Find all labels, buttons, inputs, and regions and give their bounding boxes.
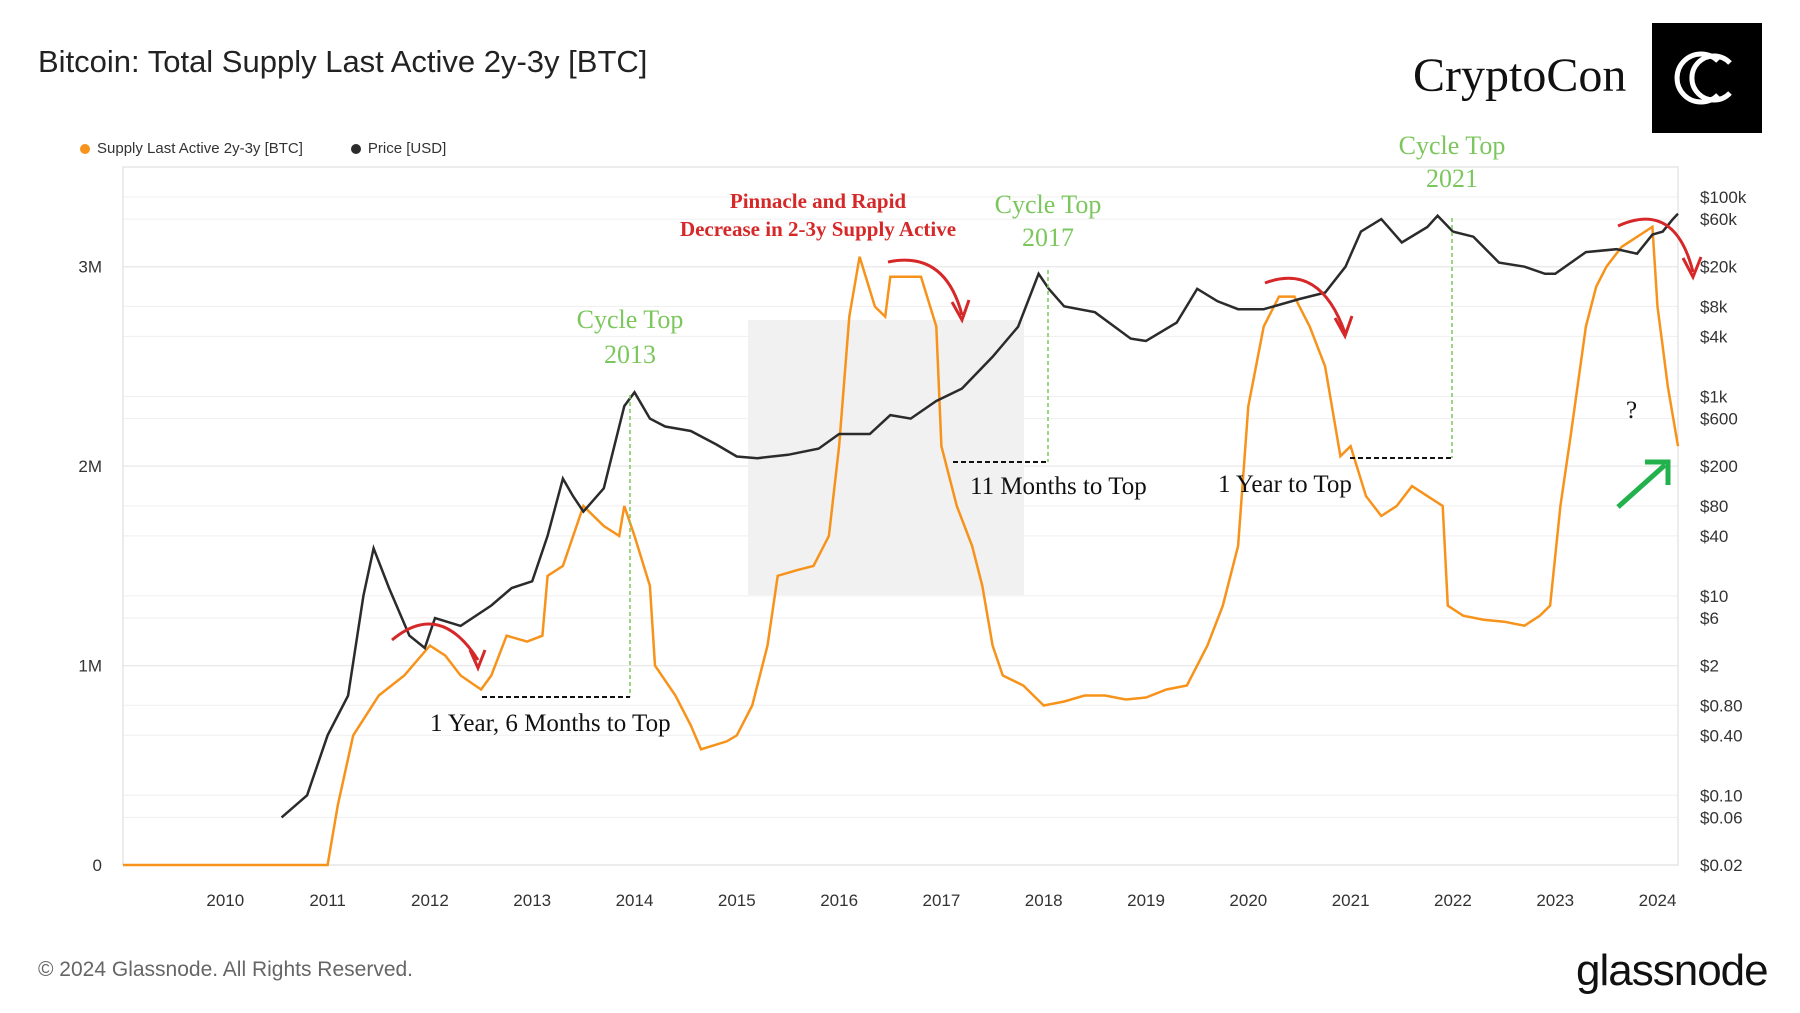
y-right-tick-label: $80	[1700, 497, 1728, 516]
annotation-year-2013: 2013	[604, 340, 656, 369]
x-tick-label: 2012	[411, 891, 449, 910]
x-tick-label: 2015	[718, 891, 756, 910]
glassnode-logo: glassnode	[1576, 946, 1769, 995]
arrow-head-icon	[1333, 315, 1354, 340]
legend-item-price[interactable]: Price [USD]	[350, 140, 447, 157]
y-right-tick-label: $1k	[1700, 387, 1728, 406]
x-tick-label: 2017	[923, 891, 961, 910]
x-tick-label: 2021	[1332, 891, 1370, 910]
y-left-tick-label: 0	[93, 856, 102, 875]
y-right-tick-label: $200	[1700, 457, 1738, 476]
y-right-tick-label: $10	[1700, 587, 1728, 606]
annotation-months-2017: 11 Months to Top	[970, 473, 1147, 500]
y-right-tick-label: $0.80	[1700, 696, 1743, 715]
legend-label-supply: Supply Last Active 2y-3y [BTC]	[97, 140, 303, 157]
curved-arrow-icon	[391, 622, 480, 661]
curved-arrow-icon	[887, 258, 964, 316]
y-right-tick-label: $40	[1700, 527, 1728, 546]
annotation-year-2017: 2017	[1022, 223, 1074, 252]
x-tick-label: 2020	[1229, 891, 1267, 910]
legend-dot-price	[350, 143, 361, 154]
y-left-tick-label: 2M	[78, 457, 102, 476]
cc-monogram-icon	[1652, 23, 1762, 133]
watermark-logo	[748, 320, 1024, 595]
chart-title: Bitcoin: Total Supply Last Active 2y-3y …	[38, 44, 648, 79]
y-right-tick-label: $20k	[1700, 258, 1737, 277]
y-right-tick-label: $4k	[1700, 327, 1728, 346]
annotation-months-2013: 1 Year, 6 Months to Top	[430, 710, 671, 737]
x-axis: 2010 2011 2012 2013 2014 2015 2016 2017 2018 2019…	[206, 891, 1676, 910]
curved-arrow-icon	[1264, 276, 1347, 334]
x-tick-label: 2022	[1434, 891, 1472, 910]
x-tick-label: 2016	[820, 891, 858, 910]
legend-item-supply[interactable]: Supply Last Active 2y-3y [BTC]	[80, 140, 303, 157]
red-arrows	[391, 217, 1703, 672]
y-left-tick-label: 1M	[78, 657, 102, 676]
y-right-tick-label: $60k	[1700, 210, 1737, 229]
y-right-tick-label: $0.10	[1700, 786, 1743, 805]
series-supply-line	[123, 224, 1680, 867]
x-tick-label: 2018	[1025, 891, 1063, 910]
y-axis-left: 0 1M 2M 3M	[78, 258, 102, 875]
legend-label-price: Price [USD]	[367, 140, 447, 157]
green-arrow-icon	[1616, 459, 1671, 509]
y-right-tick-label: $2	[1700, 657, 1719, 676]
y-right-tick-label: $6	[1700, 609, 1719, 628]
annotation-pinnacle-line1: Pinnacle and Rapid	[730, 189, 907, 213]
annotation-cycle-top-2017: Cycle Top	[995, 190, 1102, 219]
x-tick-label: 2013	[513, 891, 551, 910]
y-right-tick-label: $0.40	[1700, 726, 1743, 745]
arrow-head-icon	[468, 649, 487, 672]
copyright-text: © 2024 Glassnode. All Rights Reserved.	[38, 958, 414, 981]
annotation-year-2021: 2021	[1426, 164, 1478, 193]
annotation-months-2021: 1 Year to Top	[1218, 471, 1352, 498]
x-tick-label: 2010	[206, 891, 244, 910]
plot-frame	[122, 166, 1679, 866]
arrow-head-icon	[1681, 256, 1703, 281]
annotation-pinnacle-line2: Decrease in 2-3y Supply Active	[680, 217, 956, 241]
series-price-line	[280, 212, 1679, 819]
annotation-question: ?	[1626, 397, 1637, 424]
y-right-tick-label: $100k	[1700, 188, 1747, 207]
x-tick-label: 2023	[1536, 891, 1574, 910]
annotation-cycle-top-2021: Cycle Top	[1399, 131, 1506, 160]
y-right-tick-label: $0.06	[1700, 808, 1743, 827]
x-tick-label: 2019	[1127, 891, 1165, 910]
x-tick-label: 2011	[309, 891, 346, 910]
x-tick-label: 2024	[1639, 891, 1677, 910]
arrow-head-icon	[950, 299, 971, 324]
curved-arrow-icon	[1617, 217, 1695, 273]
y-left-tick-label: 3M	[78, 258, 102, 277]
legend-dot-supply	[80, 143, 90, 154]
y-right-tick-label: $0.02	[1700, 856, 1743, 875]
chart-legend: Supply Last Active 2y-3y [BTC] Price [US…	[80, 140, 446, 157]
y-right-tick-label: $8k	[1700, 297, 1728, 316]
y-right-tick-label: $600	[1700, 410, 1738, 429]
x-tick-label: 2014	[616, 891, 654, 910]
brand-wordmark: CryptoCon	[1413, 49, 1627, 102]
y-axis-right: $100k $60k $20k $8k $4k $1k $600 $200 $80 $40 $10 $…	[1700, 188, 1747, 875]
annotation-cycle-top-2013: Cycle Top	[577, 305, 684, 334]
